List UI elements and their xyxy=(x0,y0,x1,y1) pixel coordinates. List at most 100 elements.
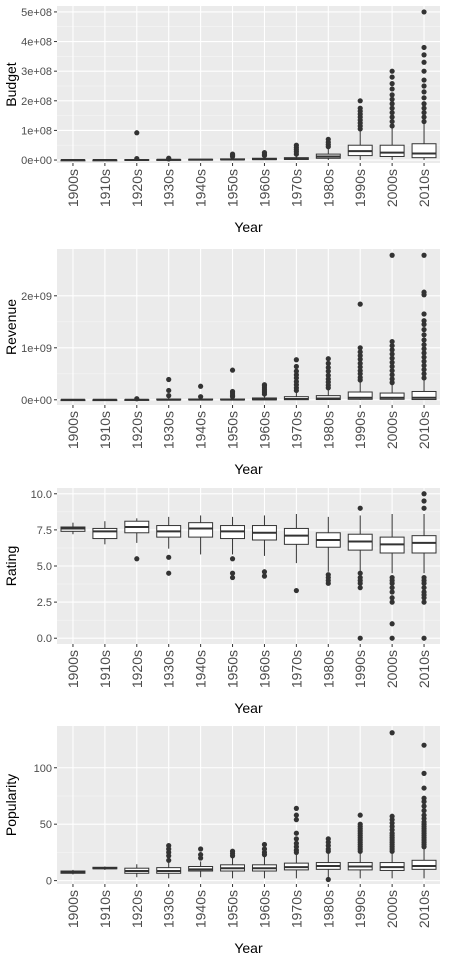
outlier-point xyxy=(357,301,363,307)
chart-rating: 0.0 2.5 5.0 7.5 10.0 1900s 1910s 1920s 1930s 1940… xyxy=(3,488,440,716)
box-rect xyxy=(188,522,214,538)
outlier-point xyxy=(389,105,395,111)
chart-budget: 0e+00 1e+08 2e+08 3e+08 4e+08 5e+08 1900s 1910s… xyxy=(3,6,440,235)
box-1980s xyxy=(315,356,341,401)
y-tick-label: 100 xyxy=(34,763,52,775)
outlier-point xyxy=(325,580,331,586)
outlier-point xyxy=(166,155,172,161)
x-tick-label: 1910s xyxy=(97,650,113,688)
x-tick-label: 1960s xyxy=(256,890,272,928)
x-tick-label: 1990s xyxy=(352,169,368,207)
outlier-point xyxy=(389,351,395,357)
outlier-point xyxy=(421,491,427,497)
outlier-point xyxy=(389,376,395,382)
outlier-point xyxy=(166,376,172,383)
outlier-point xyxy=(421,585,427,591)
outlier-point xyxy=(421,375,427,381)
outlier-point xyxy=(421,785,427,791)
x-axis-title: Year xyxy=(234,461,263,477)
x-tick-label: 1970s xyxy=(288,650,304,688)
outlier-point xyxy=(357,364,363,370)
y-tick-label: 0.0 xyxy=(37,633,52,645)
outlier-point xyxy=(421,795,427,801)
x-tick-label: 2010s xyxy=(416,890,432,928)
outlier-point xyxy=(357,360,363,366)
outlier-point xyxy=(421,358,427,364)
box-rect xyxy=(411,143,437,159)
outlier-point xyxy=(421,110,427,116)
box-1990s xyxy=(347,505,373,641)
outlier-point xyxy=(293,587,299,594)
x-tick-label: 1900s xyxy=(65,890,81,928)
outlier-point xyxy=(389,363,395,370)
outlier-point xyxy=(389,621,395,627)
outlier-point xyxy=(166,387,172,394)
box-rect xyxy=(379,144,405,157)
outlier-point xyxy=(293,817,299,823)
outlier-point xyxy=(421,311,427,317)
outlier-point xyxy=(389,347,395,353)
outlier-point xyxy=(421,599,427,605)
box-1910s xyxy=(92,521,118,545)
box-2010s xyxy=(411,252,437,401)
outlier-point xyxy=(421,321,427,327)
outlier-point xyxy=(357,821,363,827)
box-1970s xyxy=(283,514,309,594)
outlier-point xyxy=(261,573,268,579)
box-1940s xyxy=(188,158,214,161)
outlier-point xyxy=(261,382,268,388)
x-tick-label: 1990s xyxy=(352,650,368,688)
y-tick-label: 2e+08 xyxy=(21,96,52,108)
x-axis-title: Year xyxy=(234,940,263,956)
box-rect xyxy=(92,527,118,540)
x-tick-label: 2010s xyxy=(416,411,432,449)
outlier-point xyxy=(166,393,172,399)
outlier-point xyxy=(421,342,427,348)
outlier-point xyxy=(357,349,363,355)
outlier-point xyxy=(421,595,427,601)
outlier-point xyxy=(261,569,268,575)
outlier-point xyxy=(421,105,427,111)
box-1950s xyxy=(220,516,246,581)
outlier-point xyxy=(389,123,395,129)
x-tick-label: 1960s xyxy=(256,169,272,207)
outlier-point xyxy=(389,580,395,586)
outlier-point xyxy=(229,574,236,581)
x-tick-label: 1980s xyxy=(320,169,336,207)
outlier-point xyxy=(293,840,299,846)
x-tick-label: 1950s xyxy=(225,169,241,207)
box-1960s xyxy=(251,841,277,879)
x-tick-label: 1950s xyxy=(225,890,241,928)
outlier-point xyxy=(421,101,427,107)
x-tick-label: 1970s xyxy=(288,411,304,449)
x-tick-label: 2000s xyxy=(384,169,400,207)
y-tick-label: 7.5 xyxy=(37,525,52,537)
y-axis-title: Budget xyxy=(3,62,19,106)
panel-background xyxy=(57,249,440,405)
y-tick-label: 5.0 xyxy=(37,561,52,573)
y-tick-label: 0e+00 xyxy=(21,155,52,167)
outlier-point xyxy=(293,836,299,842)
x-tick-label: 1930s xyxy=(161,169,177,207)
outlier-point xyxy=(421,95,427,101)
outlier-point xyxy=(229,570,236,576)
outlier-point xyxy=(357,98,363,104)
outlier-point xyxy=(389,730,395,736)
outlier-point xyxy=(357,812,363,818)
x-tick-label: 1910s xyxy=(97,411,113,449)
outlier-point xyxy=(166,857,172,863)
x-tick-label: 1940s xyxy=(193,890,209,928)
x-tick-label: 1920s xyxy=(129,411,145,449)
y-tick-label: 5e+08 xyxy=(21,7,52,19)
outlier-point xyxy=(421,803,427,809)
outlier-point xyxy=(325,372,331,378)
outlier-point xyxy=(421,114,427,120)
x-tick-label: 2000s xyxy=(384,650,400,688)
x-tick-label: 2000s xyxy=(384,411,400,449)
outlier-point xyxy=(389,589,395,595)
outlier-point xyxy=(389,380,395,386)
x-tick-label: 1950s xyxy=(225,650,241,688)
outlier-point xyxy=(357,505,363,511)
box-1950s xyxy=(220,848,246,879)
